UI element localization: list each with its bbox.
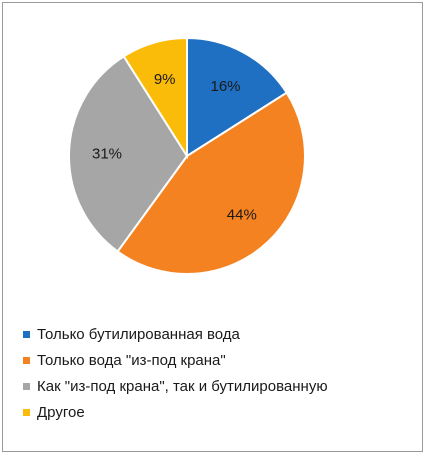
pie-slice-tap xyxy=(116,91,306,275)
legend-label-tap: Только вода "из-под крана" xyxy=(37,351,226,369)
legend-swatch-tap xyxy=(23,356,30,364)
slice-label-other: 9% xyxy=(154,71,176,88)
legend-item-bottled: Только бутилированная вода xyxy=(23,321,328,347)
legend-swatch-other xyxy=(23,408,30,416)
pie-chart: 16% 44% 31% 9% xyxy=(68,36,306,275)
slice-label-tap: 44% xyxy=(227,206,257,223)
legend-item-both: Как "из-под крана", так и бутилированную xyxy=(23,373,328,399)
legend-swatch-both xyxy=(23,382,30,390)
legend-label-both: Как "из-под крана", так и бутилированную xyxy=(37,377,328,395)
pie-slice-both xyxy=(68,54,189,253)
slice-label-bottled: 16% xyxy=(210,78,240,95)
legend-item-tap: Только вода "из-под крана" xyxy=(23,347,328,373)
legend-swatch-bottled xyxy=(23,330,30,338)
legend-item-other: Другое xyxy=(23,399,328,425)
chart-legend: Только бутилированная вода Только вода "… xyxy=(23,321,328,425)
legend-label-bottled: Только бутилированная вода xyxy=(37,325,240,343)
slice-label-both: 31% xyxy=(92,146,122,163)
chart-frame: 16% 44% 31% 9% Только бутилированная вода Т… xyxy=(2,2,423,452)
pie-slice-other xyxy=(122,36,188,160)
pie-slice-bottled xyxy=(186,36,289,158)
legend-label-other: Другое xyxy=(37,403,85,421)
